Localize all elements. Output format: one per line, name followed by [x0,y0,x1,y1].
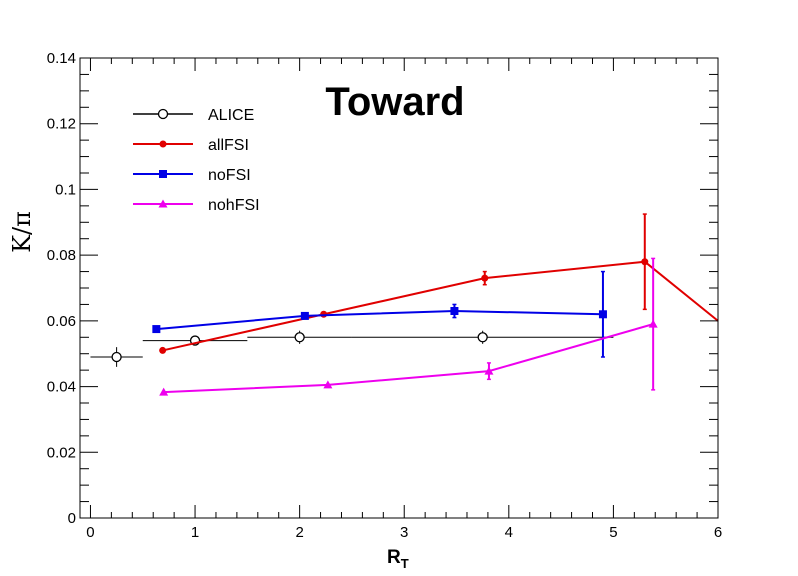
data-point-noFSI [300,311,309,320]
axes-layer: 0 1 2 3 4 5 6 0 0.02 0.04 0.06 0.08 0.1 0.12 0.14 [47,50,722,541]
legend-item-nohFSI: nohFSI [133,197,260,214]
legend-item-allFSI: allFSI [133,137,249,154]
series-allFSI [159,213,719,354]
x-tick-label: 2 [295,524,303,541]
x-tick-label: 6 [714,524,722,541]
data-point-noFSI [450,307,459,315]
legend-label: noFSI [208,167,251,184]
data-point-ALICE [294,332,305,343]
legend-label: nohFSI [208,197,260,214]
data-point-noFSI [598,310,607,319]
x-axis-title-subscript: T [401,556,409,571]
y-tick-label: 0.04 [47,379,76,396]
legend-item-ALICE: ALICE [133,107,254,124]
x-tick-label: 4 [505,524,513,541]
series-noFSI [152,270,607,358]
series-nohFSI [159,257,658,396]
legend: ALICE allFSI noFSI nohFSI [133,107,260,214]
x-tick-label: 3 [400,524,408,541]
x-tick-label: 0 [86,524,94,541]
y-tick-label: 0.1 [55,181,76,198]
data-point-ALICE [111,351,122,363]
data-point-allFSI [481,274,489,282]
y-tick-label: 0 [68,510,76,527]
data-point-nohFSI [648,319,658,328]
series-layer [90,213,719,396]
data-point-allFSI [159,346,167,354]
legend-label: allFSI [208,137,249,154]
y-tick-label: 0.12 [47,116,76,133]
y-tick-label: 0.02 [47,444,76,461]
legend-marker [158,199,168,208]
data-point-nohFSI [159,387,169,396]
legend-item-noFSI: noFSI [133,167,251,184]
data-point-nohFSI [323,380,333,389]
legend-label: ALICE [208,107,254,124]
x-tick-label: 1 [191,524,199,541]
chart-title: Toward [325,80,464,124]
data-point-noFSI [152,325,161,334]
y-tick-label: 0.14 [47,50,76,67]
data-point-ALICE [477,332,488,343]
legend-marker [159,140,167,148]
legend-marker [157,108,169,120]
y-tick-label: 0.08 [47,247,76,264]
x-axis-title: RT [387,547,409,571]
x-tick-label: 5 [609,524,617,541]
x-axis-title-main: R [387,547,401,568]
y-axis-title: K/π [8,211,36,253]
data-point-nohFSI [484,366,494,375]
legend-marker [159,170,167,178]
series-line-nohFSI [163,323,654,394]
data-point-allFSI [641,258,649,266]
series-line-noFSI [156,309,603,331]
y-tick-label: 0.06 [47,313,76,330]
